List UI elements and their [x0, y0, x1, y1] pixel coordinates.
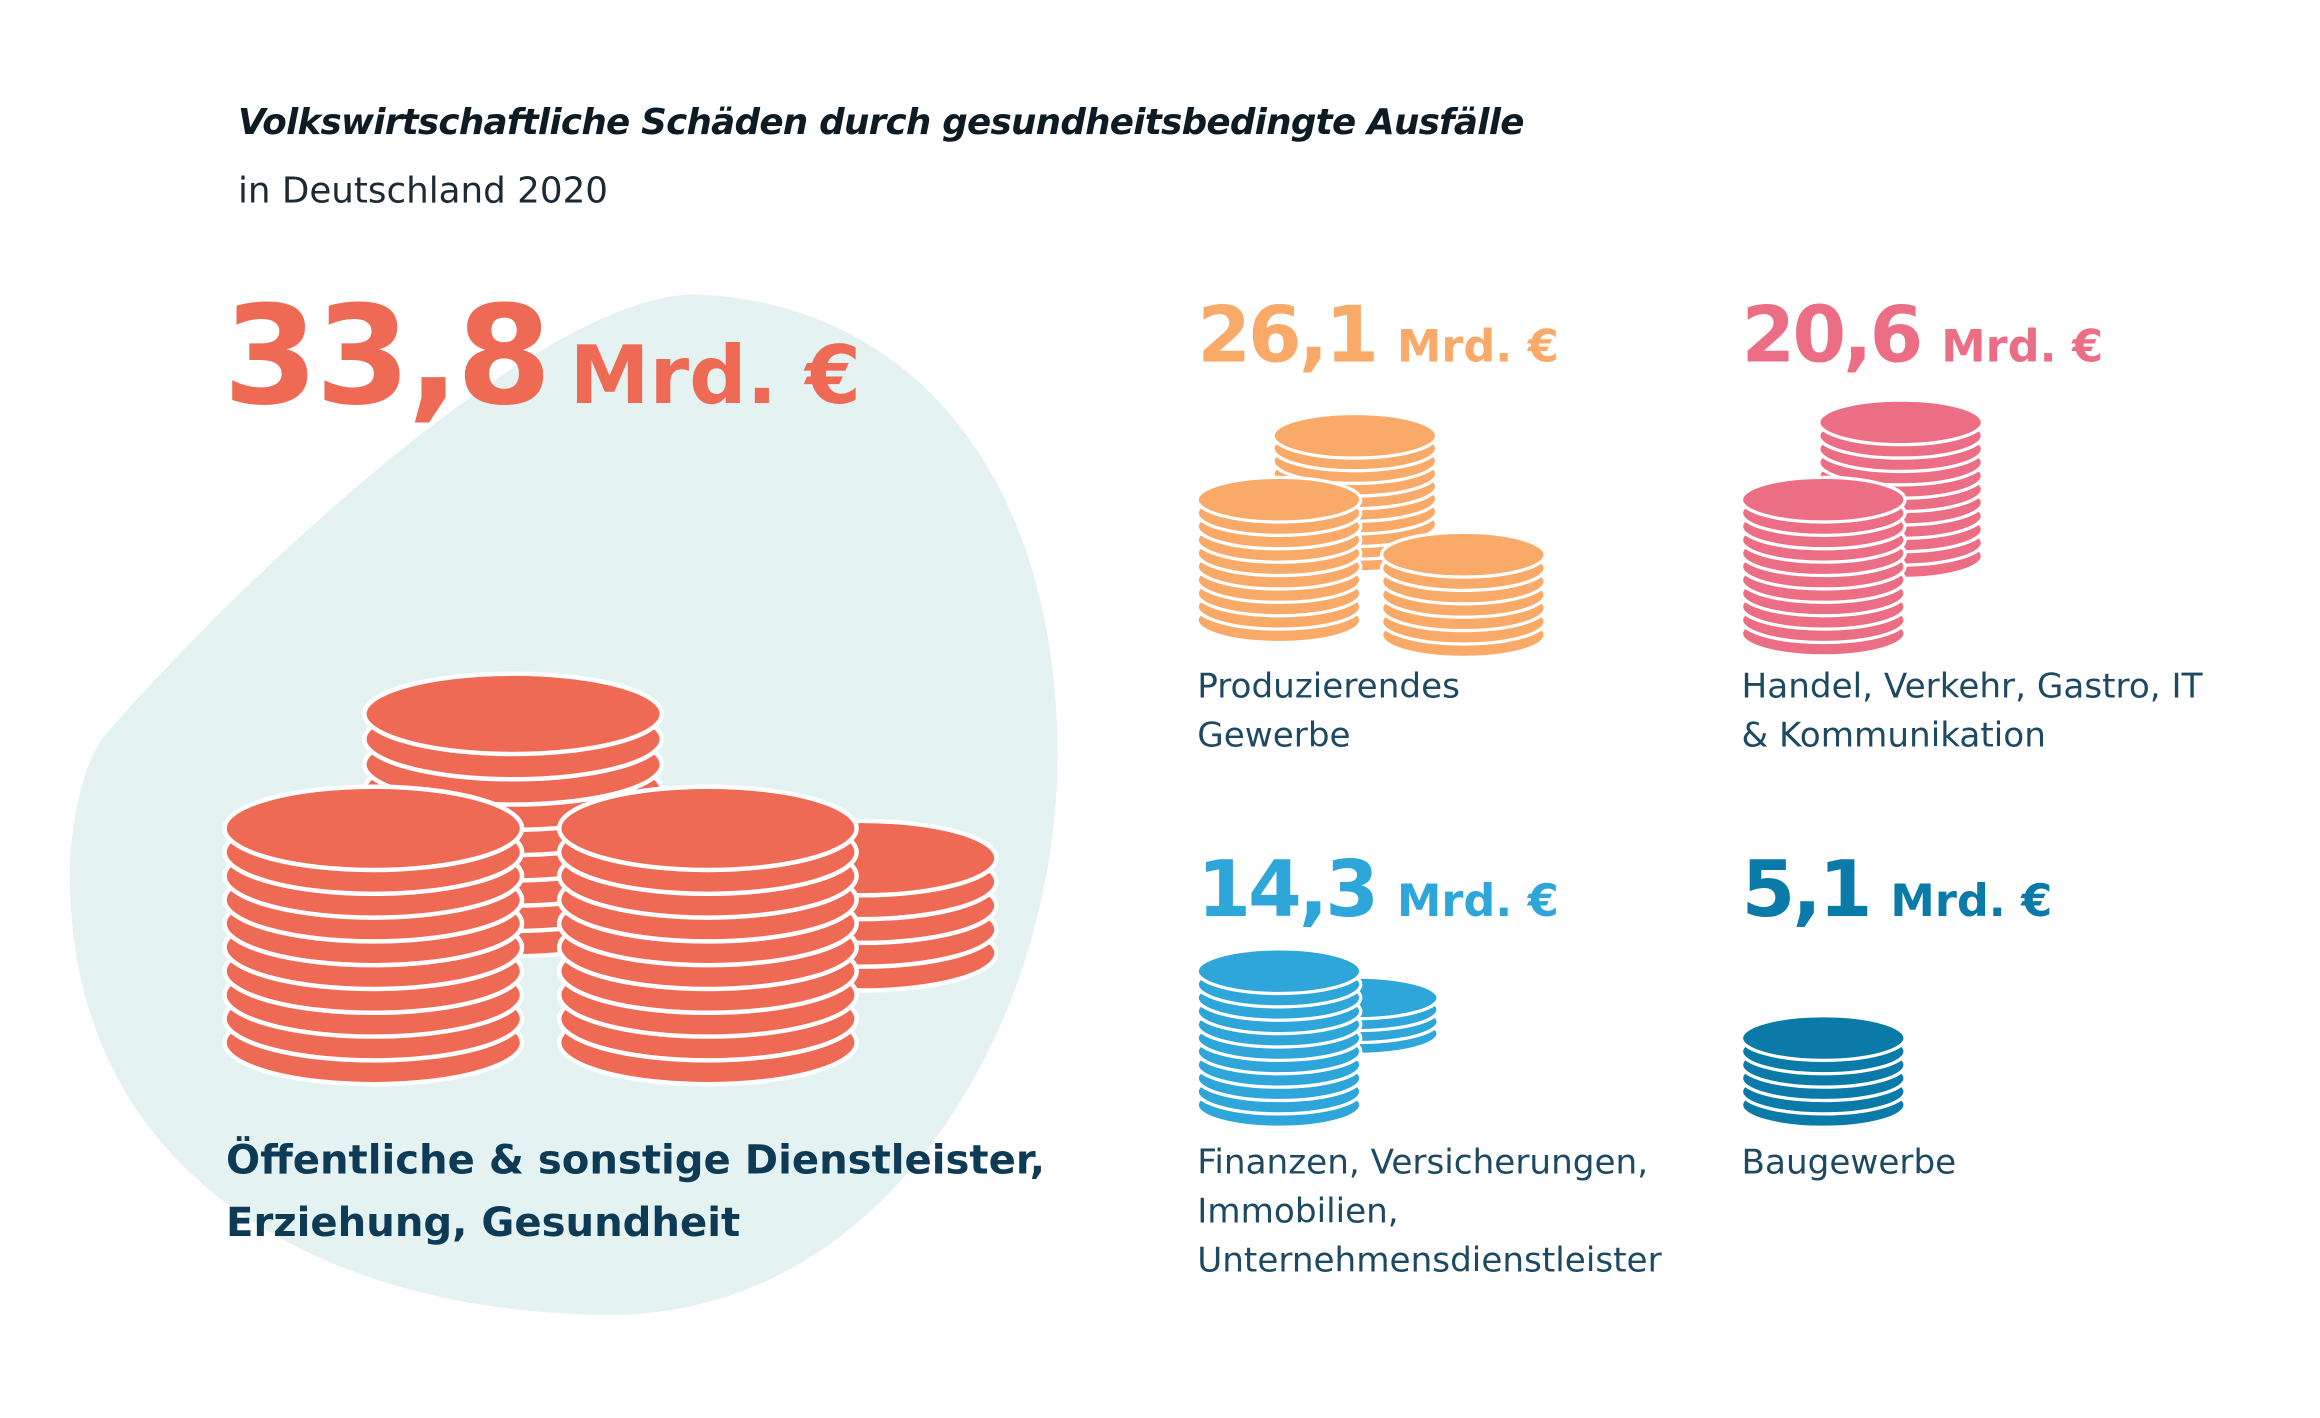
- value-number: 26,1: [1197, 291, 1379, 381]
- coin: [1739, 475, 1907, 524]
- value-unit: Mrd. €: [569, 328, 861, 423]
- coin-stack-icon: [1739, 475, 1907, 658]
- coin-stack-icon: [1739, 1014, 1907, 1129]
- coin: [1379, 530, 1547, 579]
- value-unit: Mrd. €: [1396, 321, 1559, 374]
- coin: [362, 671, 665, 757]
- label-oeffentliche: Öffentliche & sonstige Dienstleister, Er…: [226, 1137, 1046, 1247]
- value-number: 14,3: [1197, 846, 1379, 936]
- coin: [1817, 398, 1985, 447]
- label-handel: Handel, Verkehr, Gastro, IT & Kommunikat…: [1741, 667, 2203, 756]
- coin: [556, 784, 859, 873]
- value-produzierendes: 26,1 Mrd. €: [1197, 291, 1559, 380]
- value-finanzen: 14,3 Mrd. €: [1197, 846, 1559, 935]
- value-number: 20,6: [1741, 291, 1924, 381]
- value-baugewerbe: 5,1 Mrd. €: [1742, 846, 2053, 935]
- value-unit: Mrd. €: [1396, 875, 1559, 929]
- coin: [1195, 947, 1363, 996]
- coin-stack-icon: [1379, 530, 1547, 659]
- coin-stack-icon: [556, 784, 859, 1087]
- value-unit: Mrd. €: [1890, 875, 2053, 929]
- label-baugewerbe: Baugewerbe: [1741, 1143, 1957, 1183]
- coin: [1271, 411, 1439, 460]
- value-number: 5,1: [1741, 846, 1873, 936]
- value-handel: 20,6 Mrd. €: [1742, 291, 2104, 380]
- coin: [222, 784, 525, 873]
- coin: [1739, 1014, 1907, 1063]
- coin-stack-icon: [1195, 475, 1363, 645]
- coin: [1195, 475, 1363, 524]
- value-unit: Mrd. €: [1941, 321, 2104, 374]
- coin-stack-icon: [222, 784, 525, 1087]
- page-title: Volkswirtschaftliche Schäden durch gesun…: [237, 101, 1525, 143]
- coin-stack-icon: [1195, 947, 1363, 1129]
- page-subtitle: in Deutschland 2020: [237, 169, 608, 212]
- label-produzierendes: Produzierendes Gewerbe: [1197, 667, 1460, 756]
- value-number: 33,8: [223, 276, 552, 436]
- value-oeffentliche: 33,8 Mrd. €: [223, 277, 861, 436]
- label-finanzen: Finanzen, Versicherungen, Immobilien, Un…: [1197, 1143, 1662, 1281]
